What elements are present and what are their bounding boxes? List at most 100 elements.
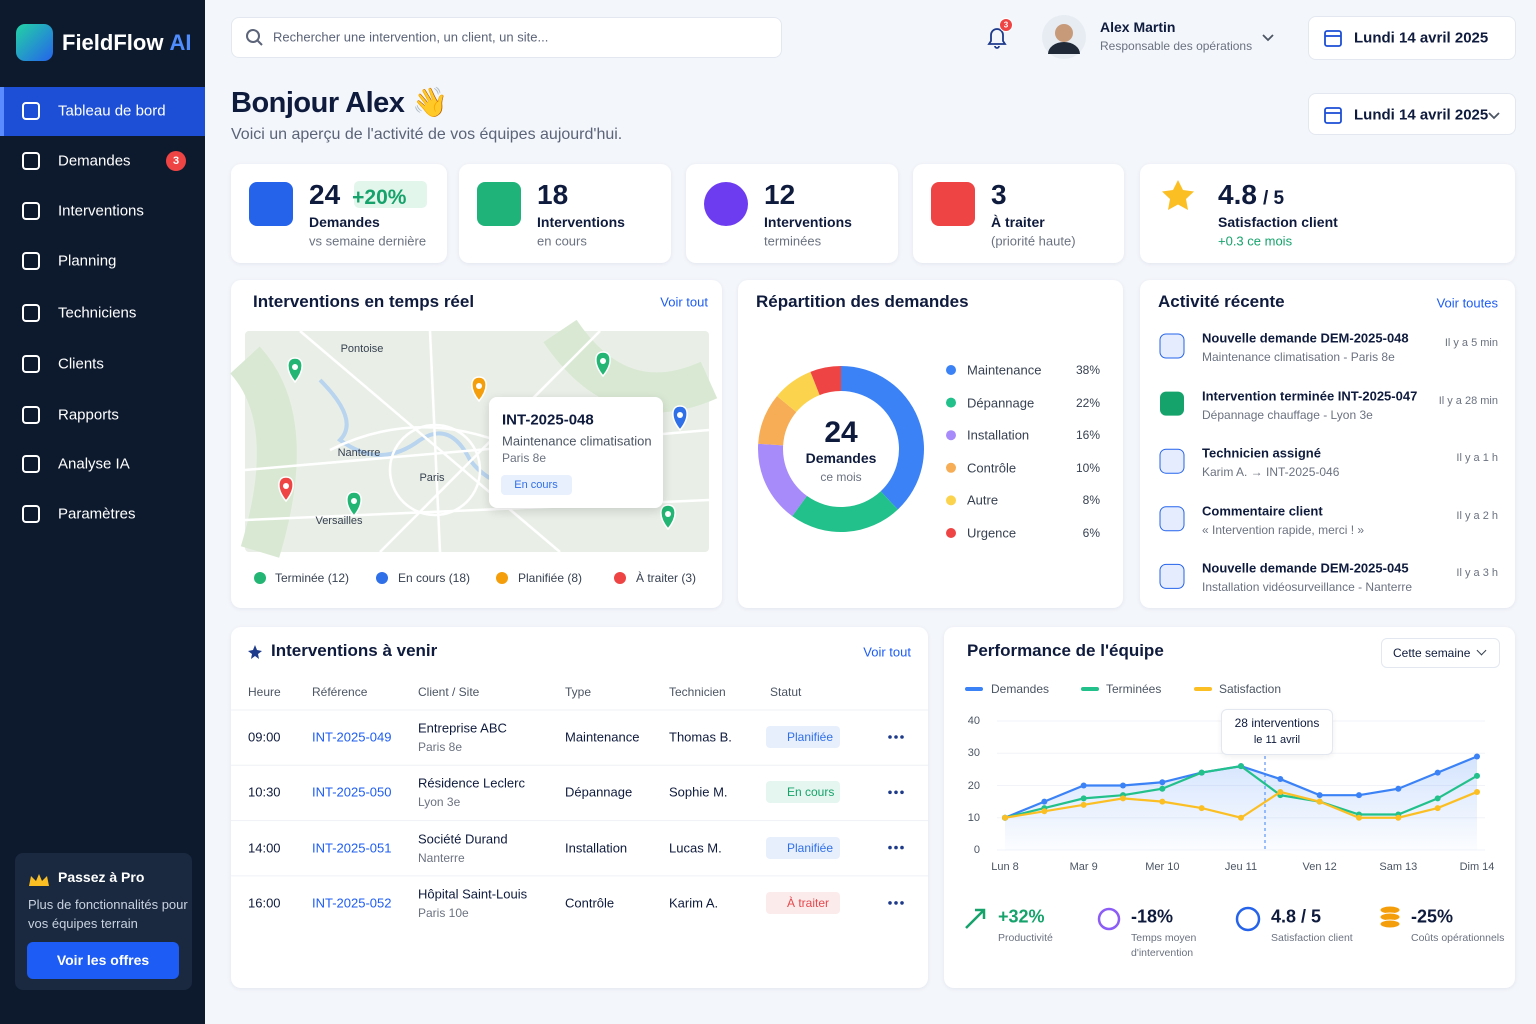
cell-tech: Thomas B. xyxy=(669,729,732,745)
activity-time: Il y a 3 h xyxy=(1456,567,1498,580)
point xyxy=(1277,776,1284,783)
point xyxy=(1395,785,1402,792)
activity-time: Il y a 5 min xyxy=(1444,337,1498,349)
cell-ref[interactable]: INT-2025-051 xyxy=(312,840,392,856)
activity-sub: Maintenance climatisation - Paris 8e xyxy=(1202,350,1395,364)
legend-label: À traiter (3) xyxy=(636,571,697,585)
cell-ref[interactable]: INT-2025-049 xyxy=(312,729,392,745)
kpi-label: Satisfaction client xyxy=(1218,214,1338,230)
user-role: Responsable des opérations xyxy=(1100,39,1253,53)
row-menu-dot xyxy=(894,845,898,850)
legend-label: Terminées xyxy=(1106,682,1162,696)
nav-badge: 3 xyxy=(172,155,180,167)
promo-button[interactable] xyxy=(27,942,179,979)
pie-slice xyxy=(758,443,807,517)
promo-text: Plus de fonctionnalités pour vos équipes… xyxy=(28,897,188,931)
status-pill xyxy=(766,891,840,914)
nav-item[interactable]: Tableau de bord xyxy=(58,102,166,120)
status-pill xyxy=(766,781,840,804)
link[interactable]: Voir toutes xyxy=(1436,295,1498,311)
activity-sub: « Intervention rapide, merci ! » xyxy=(1202,522,1365,537)
nav-item[interactable]: Clients xyxy=(58,355,104,373)
point xyxy=(1002,814,1008,821)
chevron xyxy=(1488,112,1500,120)
x-tick-label: Dim 14 xyxy=(1459,861,1495,873)
stat-value: +32% xyxy=(998,906,1045,927)
cell-time: 16:00 xyxy=(248,895,281,911)
kpi-label: Interventions xyxy=(764,214,852,230)
nav-item[interactable]: Planning xyxy=(58,252,117,270)
cell-client: Entreprise ABC xyxy=(418,720,507,736)
period-label[interactable]: Cette semaine xyxy=(1393,646,1471,660)
pie-slice xyxy=(841,366,924,510)
user-name: Alex Martin xyxy=(1100,19,1176,35)
brand-accent: AI xyxy=(169,30,192,55)
nav-item[interactable]: Demandes xyxy=(58,152,131,170)
nav-item[interactable]: Analyse IA xyxy=(58,455,130,473)
row-menu-dot xyxy=(894,901,898,905)
nav-icon xyxy=(22,505,40,523)
map-pin xyxy=(476,383,482,389)
popup-desc: Maintenance climatisation xyxy=(502,433,652,449)
activity-title: Commentaire client xyxy=(1202,503,1323,519)
promo-button-label[interactable]: Voir les offres xyxy=(56,952,150,968)
kpi-value: 12 xyxy=(764,179,796,210)
stat-value: 4.8 / 5 xyxy=(1271,906,1322,927)
nav-item[interactable]: Techniciens xyxy=(58,304,137,322)
nav-item[interactable]: Rapports xyxy=(58,406,119,424)
kpi-card xyxy=(1140,164,1515,263)
activity-icon xyxy=(1159,506,1185,532)
data-label: 38% xyxy=(1075,363,1100,377)
point xyxy=(1277,788,1284,795)
card-title: Activité récente xyxy=(1158,292,1285,311)
x-tick-label: Lun 8 xyxy=(991,861,1019,873)
date-picker-label[interactable]: Lundi 14 avril 2025 xyxy=(1354,106,1489,124)
map-pin xyxy=(292,364,298,370)
kpi-icon xyxy=(931,182,975,226)
link[interactable]: Voir tout xyxy=(660,294,708,310)
search-icon xyxy=(246,29,260,43)
promo-title: Passez à Pro xyxy=(58,869,145,885)
date-picker[interactable] xyxy=(1308,93,1516,135)
map-ring xyxy=(388,423,482,517)
stat-value: -18% xyxy=(1131,906,1174,927)
y-tick-label: 10 xyxy=(967,811,980,824)
x-tick-label: Mer 10 xyxy=(1145,861,1180,873)
card-title: Interventions à venir xyxy=(271,641,438,660)
activity-sub: Installation vidéosurveillance - Nanterr… xyxy=(1202,580,1413,595)
column-header: Heure xyxy=(248,685,281,699)
badge xyxy=(166,151,186,171)
nav-item[interactable]: Interventions xyxy=(58,202,144,220)
cell-site: Paris 10e xyxy=(418,905,469,920)
nav-icon xyxy=(22,455,40,473)
bell-icon xyxy=(987,28,1007,49)
row-menu-dot xyxy=(888,845,892,850)
activity-sub: Karim A. → INT-2025-046 xyxy=(1202,465,1340,480)
status-pill xyxy=(766,836,840,859)
activity-time: Il y a 2 h xyxy=(1456,509,1498,522)
upcoming-card xyxy=(231,627,928,988)
cell-site: Paris 8e xyxy=(418,740,463,754)
x-tick-label: Sam 13 xyxy=(1379,861,1418,873)
brand: FieldFlow xyxy=(62,30,164,55)
cell-ref[interactable]: INT-2025-050 xyxy=(312,784,392,800)
map-pin xyxy=(600,358,606,364)
legend-label: Dépannage xyxy=(967,395,1035,411)
cell-time: 10:30 xyxy=(248,784,281,800)
calendar-icon xyxy=(1324,107,1342,124)
search-placeholder[interactable]: Rechercher une intervention, un client, … xyxy=(273,29,549,45)
nav-item[interactable]: Paramètres xyxy=(58,505,136,523)
period-select[interactable] xyxy=(1381,638,1500,668)
cell-ref[interactable]: INT-2025-052 xyxy=(312,895,392,911)
x-tick-label: Ven 12 xyxy=(1302,861,1337,873)
cell-type: Installation xyxy=(565,840,628,856)
search-box[interactable] xyxy=(231,17,782,58)
cell-site: Lyon 3e xyxy=(418,795,461,810)
row-menu-dot xyxy=(894,735,898,739)
data-label: 16% xyxy=(1075,428,1100,443)
kpi-sub: vs semaine dernière xyxy=(309,233,427,249)
nav-icon xyxy=(22,304,40,322)
row-menu-dot xyxy=(888,901,892,905)
date-box xyxy=(1308,16,1516,60)
link[interactable]: Voir tout xyxy=(863,644,911,660)
